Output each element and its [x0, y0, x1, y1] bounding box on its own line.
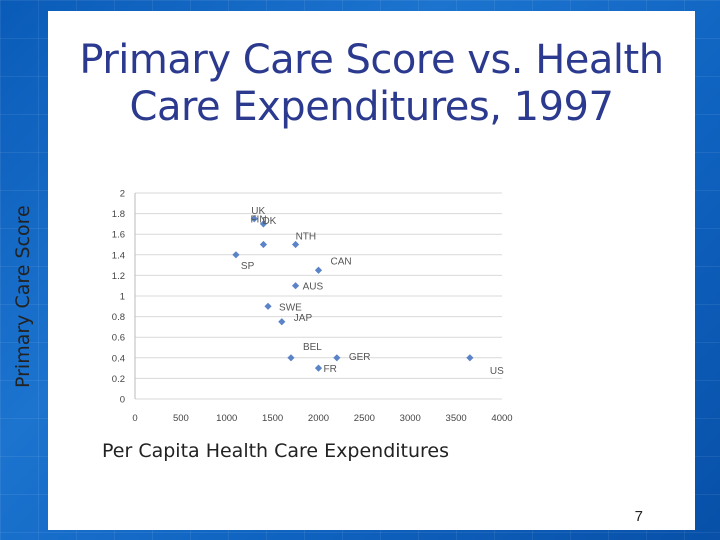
- data-point-swe: [264, 302, 272, 310]
- y-tick-label: 2: [120, 189, 125, 200]
- x-tick-label: 2000: [308, 413, 329, 424]
- point-label-bel: BEL: [303, 342, 322, 353]
- point-label-us: US: [490, 366, 504, 377]
- data-point-sp: [232, 251, 240, 259]
- y-tick-label: 1.4: [112, 250, 125, 261]
- y-tick-label: 0.4: [112, 353, 125, 364]
- title-line-2: Care Expenditures, 1997: [129, 84, 614, 130]
- y-tick-label: 0.6: [112, 333, 125, 344]
- y-tick-label: 1.6: [112, 230, 125, 241]
- x-tick-label: 0: [132, 413, 137, 424]
- data-point-jap: [278, 318, 286, 326]
- point-label-uk: UK: [251, 206, 265, 217]
- page-number: 7: [634, 508, 643, 525]
- x-tick-label: 2500: [354, 413, 375, 424]
- y-axis-label: Primary Care Score: [12, 205, 34, 388]
- x-tick-label: 4000: [491, 413, 512, 424]
- y-tick-label: 1.8: [112, 209, 125, 220]
- x-tick-label: 3000: [400, 413, 421, 424]
- data-point-bel: [287, 354, 295, 362]
- y-tick-label: 1.2: [112, 271, 125, 282]
- x-axis-label: Per Capita Health Care Expenditures: [102, 440, 450, 462]
- data-point-fr: [314, 364, 323, 372]
- x-tick-label: 1000: [216, 413, 237, 424]
- y-tick-label: 0.8: [112, 312, 125, 323]
- point-label-jap: JAP: [294, 313, 313, 324]
- data-point-dk: [259, 220, 268, 228]
- point-label-fin: FIN: [250, 215, 266, 226]
- x-tick-label: 500: [173, 413, 189, 424]
- point-label-ger: GER: [349, 352, 371, 363]
- point-label-nth: NTH: [296, 232, 317, 243]
- data-point-aus: [291, 282, 300, 290]
- slide-title: Primary Care Score vs. Health Care Expen…: [48, 37, 695, 131]
- data-point-uk: [250, 215, 258, 223]
- data-point-fin: [259, 240, 268, 249]
- y-tick-label: 0: [120, 395, 125, 406]
- point-label-fr: FR: [324, 364, 337, 375]
- y-tick-label: 0.2: [112, 374, 125, 385]
- data-point-can: [314, 266, 323, 274]
- title-line-1: Primary Care Score vs. Health: [79, 37, 664, 83]
- point-label-sp: SP: [241, 261, 255, 272]
- x-tick-label: 3500: [446, 413, 467, 424]
- point-label-aus: AUS: [303, 282, 324, 293]
- slide-canvas: Primary Care Score vs. Health Care Expen…: [48, 11, 695, 530]
- data-point-nth: [291, 240, 300, 249]
- point-label-dk: DK: [262, 216, 276, 227]
- x-tick-label: 1500: [262, 413, 283, 424]
- data-point-us: [466, 354, 474, 362]
- point-label-can: CAN: [331, 256, 352, 267]
- y-tick-label: 1: [120, 292, 125, 303]
- point-label-swe: SWE: [279, 302, 302, 313]
- data-point-ger: [333, 354, 341, 362]
